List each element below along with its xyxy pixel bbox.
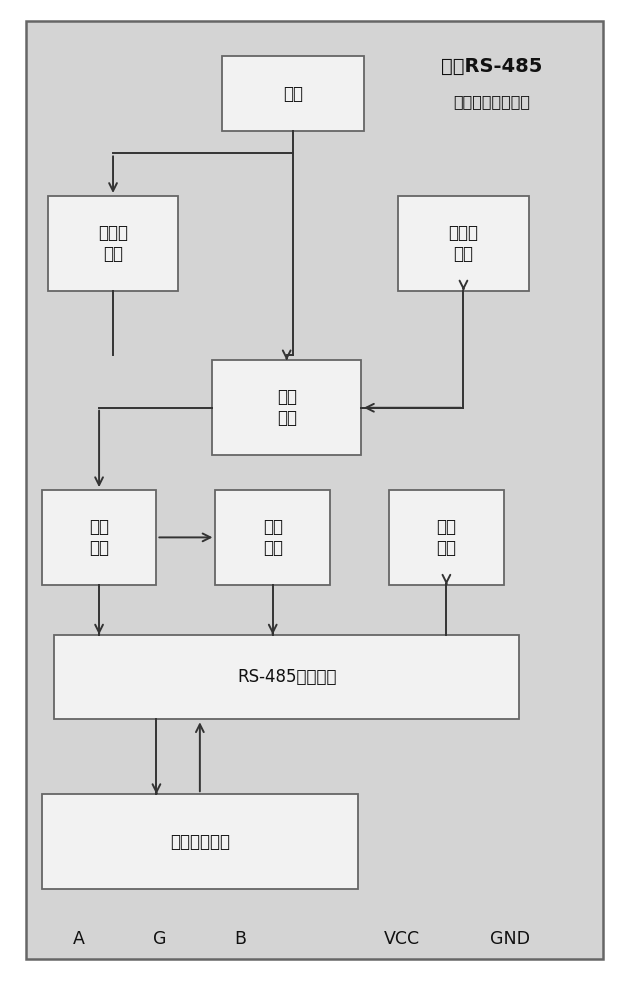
Bar bbox=[216, 490, 330, 585]
Text: B: B bbox=[234, 930, 246, 948]
Text: A: A bbox=[73, 930, 85, 948]
Bar bbox=[398, 196, 528, 291]
Text: 光口: 光口 bbox=[283, 85, 303, 103]
Text: 无源RS-485: 无源RS-485 bbox=[440, 57, 542, 76]
Text: VCC: VCC bbox=[383, 930, 419, 948]
Text: 自动
换向: 自动 换向 bbox=[263, 518, 283, 557]
Text: 光接收
电路: 光接收 电路 bbox=[98, 224, 128, 263]
Text: 三级防雷电路: 三级防雷电路 bbox=[170, 833, 230, 851]
Text: 高速
光耦: 高速 光耦 bbox=[436, 518, 457, 557]
Text: RS-485接口芯片: RS-485接口芯片 bbox=[237, 668, 336, 686]
Bar bbox=[54, 635, 520, 719]
Text: 高速
光耦: 高速 光耦 bbox=[89, 518, 109, 557]
Text: G: G bbox=[153, 930, 166, 948]
Text: 光网络嵌入式终端: 光网络嵌入式终端 bbox=[453, 94, 530, 109]
Bar bbox=[42, 794, 358, 889]
Bar bbox=[389, 490, 504, 585]
Text: 光发射
电路: 光发射 电路 bbox=[449, 224, 478, 263]
Bar bbox=[48, 196, 178, 291]
Bar bbox=[42, 490, 156, 585]
Bar bbox=[212, 360, 361, 455]
Text: 相位
转换: 相位 转换 bbox=[277, 388, 297, 427]
Text: GND: GND bbox=[490, 930, 530, 948]
Bar bbox=[222, 56, 364, 131]
